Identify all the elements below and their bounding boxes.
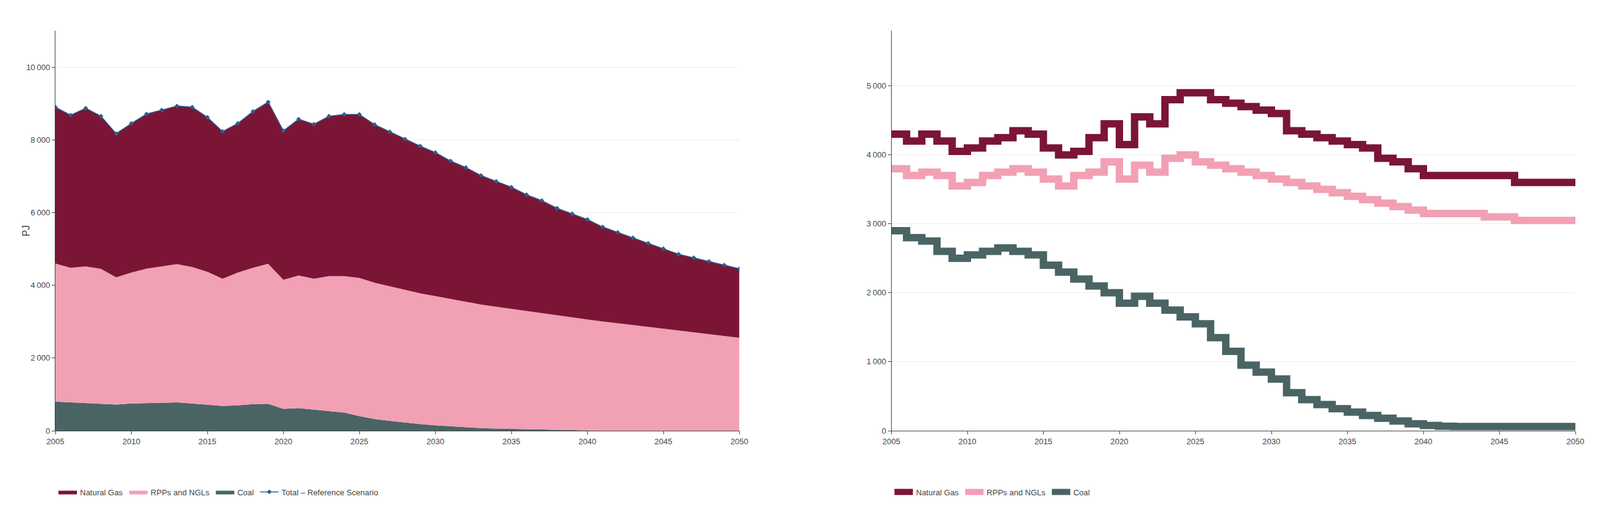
svg-text:2005: 2005 (882, 436, 901, 447)
svg-text:2030: 2030 (426, 436, 445, 447)
svg-text:RPPs and NGLs: RPPs and NGLs (150, 488, 210, 498)
svg-text:8 000: 8 000 (30, 135, 51, 145)
svg-text:2015: 2015 (198, 436, 217, 447)
svg-text:2040: 2040 (578, 436, 597, 447)
svg-text:2025: 2025 (1186, 436, 1205, 447)
svg-text:10 000: 10 000 (26, 62, 51, 72)
svg-text:2010: 2010 (122, 436, 141, 447)
svg-text:2020: 2020 (1110, 436, 1129, 447)
svg-text:2035: 2035 (1338, 436, 1357, 447)
svg-text:2045: 2045 (1490, 436, 1509, 447)
svg-text:RPPs and NGLs: RPPs and NGLs (986, 488, 1046, 498)
svg-text:PJ: PJ (20, 225, 32, 237)
svg-text:Coal: Coal (237, 488, 255, 498)
svg-text:2010: 2010 (958, 436, 977, 447)
svg-text:0: 0 (881, 426, 887, 436)
svg-text:3 000: 3 000 (866, 219, 887, 229)
svg-text:2035: 2035 (502, 436, 521, 447)
svg-text:2040: 2040 (1414, 436, 1433, 447)
svg-text:5 000: 5 000 (866, 81, 887, 91)
svg-text:2045: 2045 (654, 436, 673, 447)
svg-text:1 000: 1 000 (866, 356, 887, 367)
svg-text:2005: 2005 (46, 436, 65, 447)
svg-text:2 000: 2 000 (30, 353, 51, 363)
svg-text:Coal: Coal (1073, 488, 1090, 498)
svg-text:2015: 2015 (1034, 436, 1053, 447)
svg-text:Total – Reference Scenario: Total – Reference Scenario (281, 488, 379, 498)
svg-text:2020: 2020 (274, 436, 293, 447)
svg-text:6 000: 6 000 (30, 208, 51, 218)
svg-text:0: 0 (45, 426, 50, 436)
svg-text:Natural Gas: Natural Gas (916, 488, 960, 498)
svg-text:2025: 2025 (350, 436, 369, 447)
svg-text:2030: 2030 (1262, 436, 1281, 447)
svg-text:Natural Gas: Natural Gas (80, 488, 124, 498)
svg-text:2050: 2050 (730, 436, 749, 447)
svg-text:4 000: 4 000 (30, 280, 51, 290)
svg-text:4 000: 4 000 (866, 150, 887, 160)
svg-text:2 000: 2 000 (866, 288, 887, 298)
svg-text:2050: 2050 (1566, 436, 1585, 447)
